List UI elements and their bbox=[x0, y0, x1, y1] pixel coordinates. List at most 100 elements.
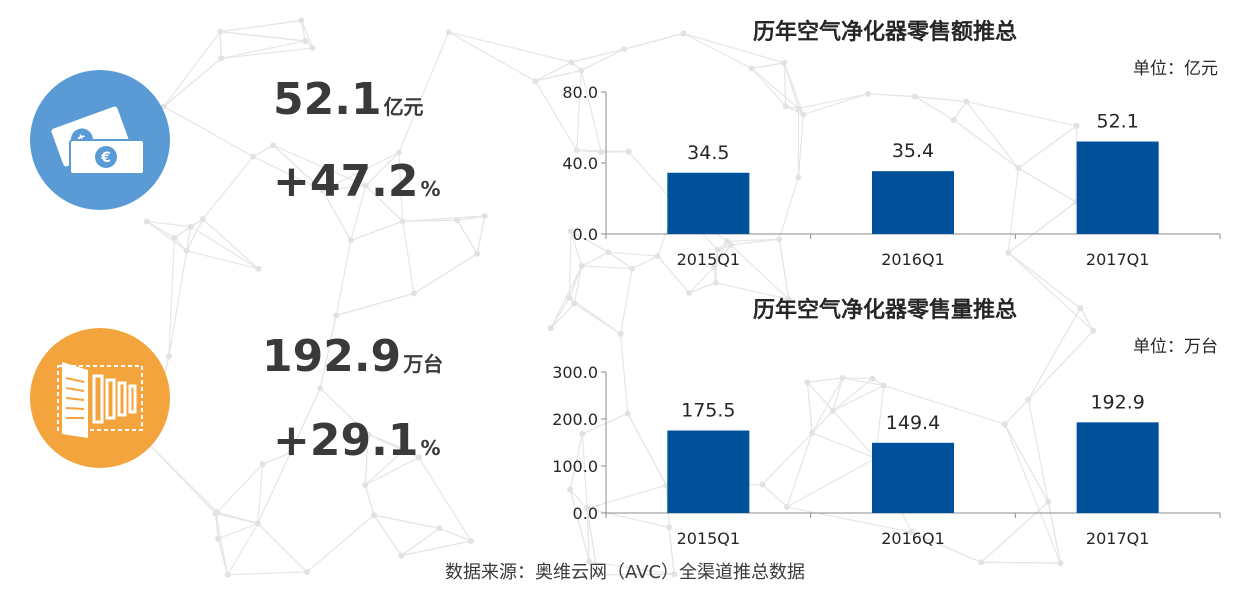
bg-link bbox=[806, 382, 813, 433]
bg-link bbox=[966, 100, 1077, 127]
bg-link bbox=[163, 31, 221, 107]
bg-node bbox=[869, 375, 876, 382]
bg-node bbox=[567, 228, 574, 235]
bg-link bbox=[215, 512, 259, 525]
bg-node bbox=[594, 571, 601, 578]
bg-link bbox=[1004, 424, 1061, 564]
chart-unit-label: 单位：万台 bbox=[1133, 337, 1218, 357]
bg-node bbox=[165, 353, 172, 360]
bg-node bbox=[468, 537, 475, 544]
bg-link bbox=[322, 189, 352, 241]
bg-node bbox=[395, 149, 402, 156]
bg-node bbox=[270, 142, 277, 149]
bg-link bbox=[439, 527, 472, 542]
y-tick-label: 80.0 bbox=[562, 83, 598, 102]
bg-link bbox=[319, 315, 337, 389]
bg-link bbox=[398, 31, 450, 153]
bg-link bbox=[953, 101, 967, 121]
bg-node bbox=[584, 505, 591, 512]
bg-node bbox=[586, 558, 593, 565]
bar-value-label: 192.9 bbox=[1090, 391, 1144, 413]
money-icon: $ € bbox=[51, 106, 145, 175]
bg-node bbox=[911, 93, 918, 100]
bg-node bbox=[187, 223, 194, 230]
bg-link bbox=[257, 523, 308, 573]
bg-link bbox=[202, 156, 254, 220]
bg-link bbox=[631, 255, 658, 270]
bg-link bbox=[832, 378, 873, 412]
bg-link bbox=[657, 255, 690, 294]
bar bbox=[667, 172, 750, 234]
bg-link bbox=[683, 32, 752, 69]
bg-link bbox=[715, 282, 789, 300]
bg-link bbox=[1027, 399, 1049, 502]
bg-link bbox=[811, 410, 834, 434]
bg-link bbox=[550, 265, 583, 329]
bg-node bbox=[566, 294, 573, 301]
bg-link bbox=[535, 61, 572, 82]
bg-link bbox=[573, 265, 583, 304]
bg-link bbox=[215, 513, 219, 539]
bg-link bbox=[550, 303, 575, 329]
bg-link bbox=[580, 70, 602, 153]
bg-link bbox=[202, 218, 259, 270]
bg-link bbox=[401, 540, 472, 557]
bar-value-label: 149.4 bbox=[886, 412, 940, 434]
bg-node bbox=[183, 247, 190, 254]
bg-link bbox=[762, 432, 813, 485]
bar bbox=[1076, 422, 1159, 513]
bg-link bbox=[190, 226, 259, 270]
revenue-number: 52.1 bbox=[273, 74, 382, 125]
bg-node bbox=[686, 289, 693, 296]
bg-link bbox=[811, 432, 876, 459]
bg-link bbox=[146, 220, 175, 239]
bg-link bbox=[456, 219, 478, 254]
bg-node bbox=[1090, 327, 1097, 334]
bg-link bbox=[364, 456, 420, 486]
bg-node bbox=[1077, 305, 1084, 312]
bg-link bbox=[252, 156, 323, 191]
bg-node bbox=[829, 407, 836, 414]
bg-link bbox=[448, 31, 536, 82]
bg-link bbox=[778, 177, 800, 240]
bg-link bbox=[832, 410, 877, 459]
bg-link bbox=[576, 149, 602, 153]
bg-link bbox=[581, 48, 625, 72]
revenue-value: 52.1 亿元 bbox=[273, 74, 424, 125]
bg-link bbox=[980, 501, 1049, 563]
bg-link bbox=[620, 268, 633, 335]
bg-link bbox=[914, 95, 967, 103]
bg-node bbox=[254, 520, 261, 527]
bg-node bbox=[759, 481, 766, 488]
bg-link bbox=[1047, 501, 1061, 564]
bg-node bbox=[605, 249, 612, 256]
chart-title: 历年空气净化器零售量推总 bbox=[752, 298, 1017, 323]
bg-link bbox=[147, 443, 218, 513]
bg-node bbox=[804, 379, 811, 386]
bg-link bbox=[257, 464, 264, 524]
y-tick-label: 300.0 bbox=[552, 363, 598, 382]
bg-node bbox=[567, 486, 574, 493]
x-tick-label: 2015Q1 bbox=[677, 250, 741, 269]
bg-node bbox=[784, 503, 791, 510]
bg-link bbox=[306, 514, 375, 573]
bg-node bbox=[714, 247, 721, 254]
bg-link bbox=[570, 230, 609, 253]
bg-node bbox=[629, 265, 636, 272]
bg-link bbox=[713, 241, 728, 268]
bg-node bbox=[573, 147, 580, 154]
y-tick-label: 40.0 bbox=[562, 154, 598, 173]
bg-node bbox=[950, 116, 957, 123]
bg-link bbox=[730, 238, 780, 246]
bg-node bbox=[215, 535, 222, 542]
bg-node bbox=[317, 385, 324, 392]
bg-node bbox=[571, 300, 578, 307]
bg-node bbox=[680, 30, 687, 37]
bg-node bbox=[800, 111, 807, 118]
bg-link bbox=[586, 484, 667, 510]
bg-link bbox=[627, 413, 667, 486]
bg-node bbox=[963, 98, 970, 105]
y-tick-label: 0.0 bbox=[573, 225, 598, 244]
y-tick-label: 200.0 bbox=[552, 410, 598, 429]
